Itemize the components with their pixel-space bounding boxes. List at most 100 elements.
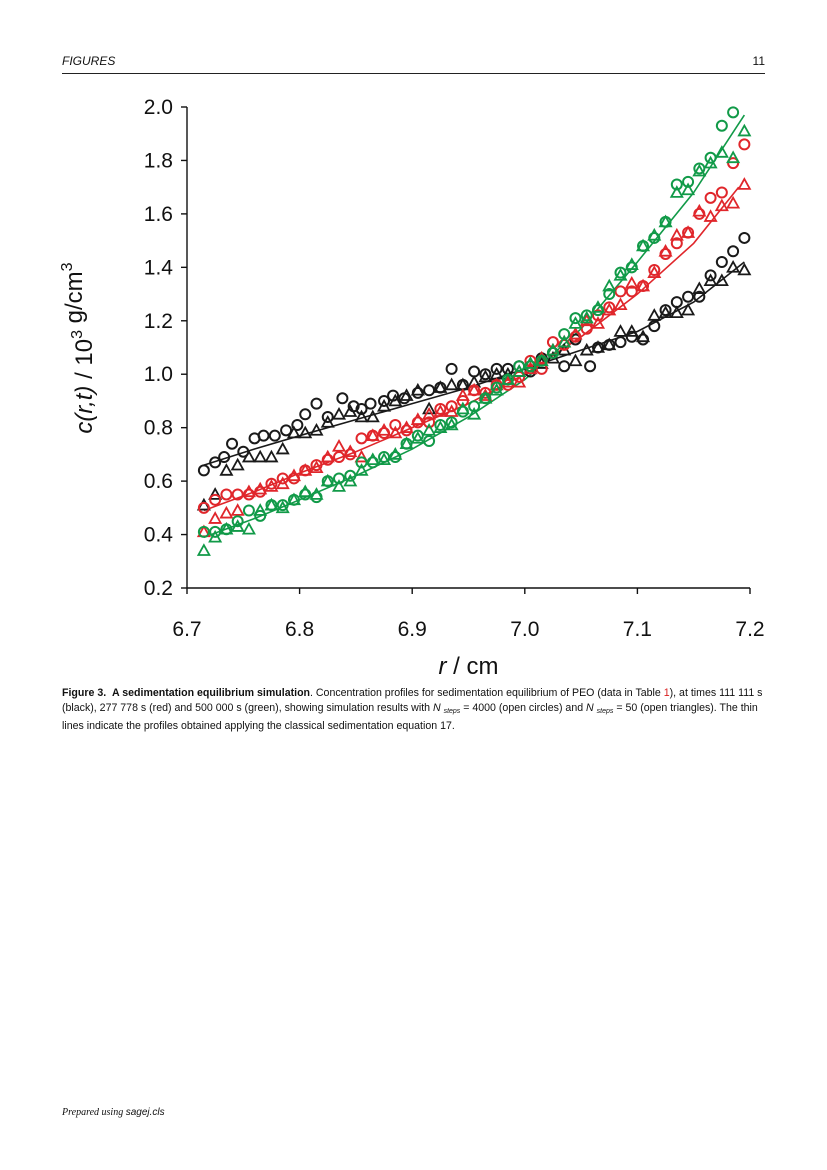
data-point-black-circle	[479, 368, 492, 381]
data-point-green-circle	[423, 435, 436, 448]
data-point-black-circle	[355, 402, 368, 415]
caption-title: A sedimentation equilibrium simulation	[112, 687, 311, 699]
data-point-black-triangle	[602, 337, 617, 351]
y-axis-label-text: c(r,t) / 103 g/cm3	[59, 262, 98, 433]
data-point-green-triangle	[500, 372, 515, 385]
x-tick-label: 7.0	[510, 618, 539, 641]
data-point-green-circle	[445, 416, 458, 429]
data-point-red-circle	[209, 493, 222, 506]
data-point-green-circle	[209, 525, 222, 538]
data-point-black-circle	[490, 362, 503, 375]
data-point-red-triangle	[286, 468, 301, 482]
data-point-green-triangle	[309, 487, 324, 500]
data-point-green-triangle	[320, 473, 335, 487]
data-point-green-triangle	[410, 431, 425, 444]
data-point-black-triangle	[444, 377, 459, 391]
data-point-red-triangle	[669, 227, 684, 241]
data-point-red-triangle	[467, 382, 482, 396]
y-tick-label: 1.6	[144, 203, 173, 226]
data-point-green-triangle	[298, 484, 313, 498]
data-point-red-circle	[389, 418, 402, 431]
data-point-black-circle	[291, 418, 304, 431]
data-point-green-triangle	[399, 436, 414, 450]
data-point-green-triangle	[354, 463, 369, 476]
data-point-black-triangle	[399, 388, 414, 401]
data-point-black-triangle	[692, 281, 707, 295]
data-point-black-triangle	[264, 449, 279, 463]
data-point-green-triangle	[523, 356, 538, 369]
data-point-green-circle	[355, 456, 368, 469]
data-point-black-triangle	[275, 441, 290, 455]
data-point-black-triangle	[433, 380, 448, 393]
x-tick-label: 6.7	[172, 618, 201, 641]
data-point-red-circle	[310, 459, 323, 472]
data-point-black-circle	[310, 397, 323, 410]
data-point-green-triangle	[478, 390, 493, 404]
header-rule	[62, 73, 765, 74]
data-point-green-circle	[715, 119, 728, 132]
data-point-red-triangle	[410, 412, 425, 425]
data-point-red-triangle	[647, 265, 662, 278]
data-point-green-circle	[490, 381, 503, 394]
data-point-green-circle	[670, 178, 683, 191]
data-point-red-circle	[625, 285, 638, 298]
data-point-red-circle	[603, 301, 616, 314]
data-point-green-triangle	[681, 182, 696, 196]
data-point-red-triangle	[703, 209, 718, 222]
data-point-black-circle	[693, 290, 706, 303]
data-point-red-circle	[580, 322, 593, 335]
data-point-black-circle	[738, 231, 751, 244]
data-point-black-triangle	[230, 457, 245, 471]
data-point-red-triangle	[320, 449, 335, 463]
data-point-black-circle	[268, 429, 281, 442]
data-point-red-triangle	[737, 177, 752, 190]
data-point-green-circle	[242, 504, 255, 517]
data-point-green-triangle	[343, 473, 358, 487]
y-tick-label: 1.8	[144, 149, 173, 172]
data-point-green-triangle	[444, 417, 459, 431]
data-point-green-triangle	[377, 452, 392, 466]
data-point-green-triangle	[703, 155, 718, 169]
data-point-black-triangle	[241, 449, 256, 463]
data-point-green-triangle	[545, 342, 560, 356]
data-point-red-triangle	[500, 374, 515, 388]
data-point-black-triangle	[208, 487, 223, 500]
data-point-red-circle	[715, 186, 728, 199]
footer-prefix: Prepared using	[62, 1107, 124, 1118]
data-point-green-triangle	[658, 214, 673, 228]
data-point-black-circle	[558, 360, 571, 373]
data-point-red-triangle	[590, 316, 606, 329]
data-point-red-triangle	[264, 479, 279, 492]
data-point-green-triangle	[557, 334, 572, 348]
data-point-black-triangle	[478, 369, 493, 383]
data-point-black-triangle	[636, 329, 651, 343]
data-point-green-triangle	[624, 257, 639, 270]
data-point-red-circle	[591, 309, 604, 322]
data-point-green-triangle	[286, 492, 301, 506]
data-point-red-triangle	[636, 278, 651, 292]
data-point-black-triangle	[737, 262, 752, 276]
data-point-black-triangle	[354, 409, 369, 423]
data-point-green-triangle	[602, 278, 617, 292]
x-tick-label: 6.8	[285, 618, 314, 641]
data-point-red-triangle	[253, 481, 268, 495]
data-point-green-triangle	[467, 406, 482, 420]
data-point-red-triangle	[692, 203, 707, 217]
y-tick-label: 1.2	[144, 310, 173, 333]
data-point-red-triangle	[365, 428, 380, 441]
data-point-green-triangle	[208, 529, 223, 543]
data-point-red-triangle	[388, 425, 403, 439]
data-point-black-circle	[659, 304, 672, 317]
data-point-red-triangle	[455, 388, 470, 401]
data-point-red-circle	[614, 285, 627, 298]
data-point-red-triangle	[309, 460, 324, 474]
caption-text-4: = 50 (open triangles). The thin lines in…	[62, 702, 758, 732]
data-point-black-triangle	[365, 409, 380, 423]
table-reference-link[interactable]: 1	[663, 687, 670, 699]
y-tick-label: 0.8	[144, 417, 173, 440]
caption-text-2: ), at times 111 111 s (black), 277 778 s…	[62, 687, 763, 714]
data-point-green-triangle	[636, 238, 651, 252]
data-point-red-triangle	[602, 302, 617, 316]
data-point-green-circle	[704, 151, 717, 164]
data-point-red-circle	[704, 191, 717, 204]
